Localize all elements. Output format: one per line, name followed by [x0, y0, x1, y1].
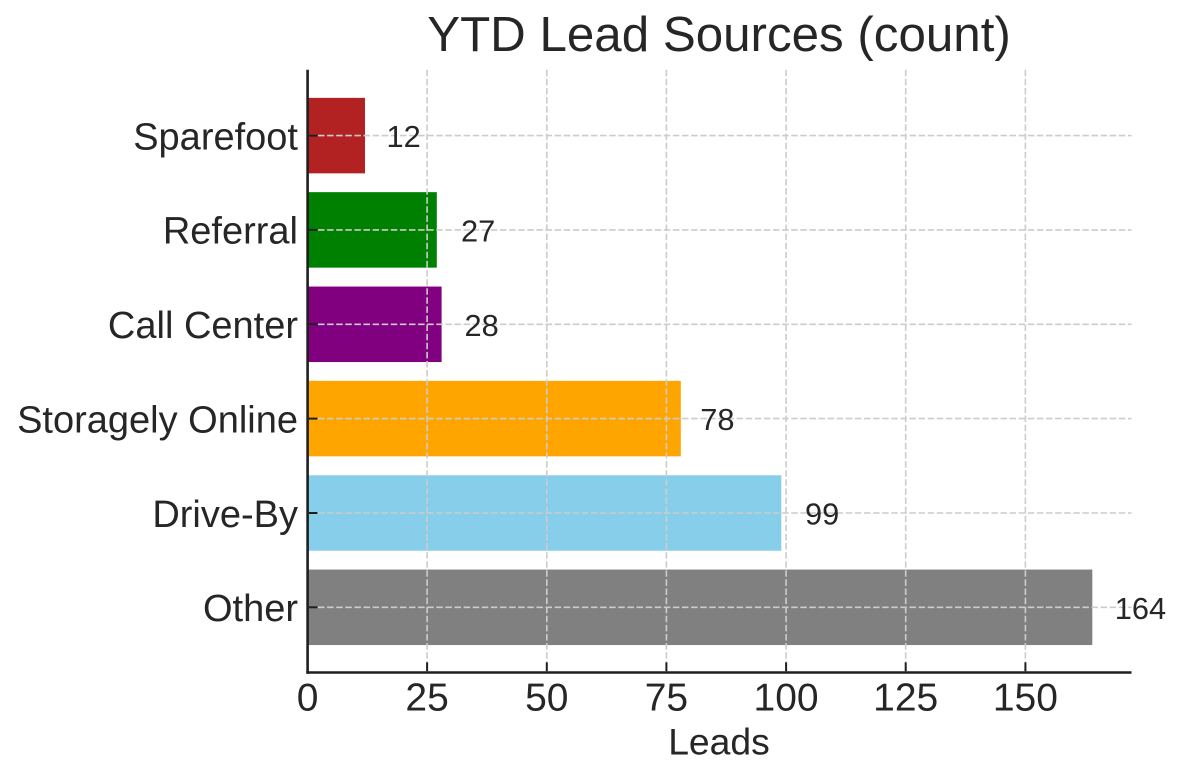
svg-text:Referral: Referral: [163, 211, 298, 253]
svg-text:100: 100: [754, 676, 819, 719]
svg-text:12: 12: [387, 119, 421, 154]
svg-text:0: 0: [297, 676, 319, 719]
svg-text:Call Center: Call Center: [108, 305, 298, 347]
svg-text:164: 164: [1115, 591, 1166, 626]
svg-text:27: 27: [461, 214, 495, 249]
svg-text:99: 99: [805, 497, 839, 532]
svg-text:Drive-By: Drive-By: [152, 494, 298, 536]
svg-text:Sparefoot: Sparefoot: [133, 116, 298, 158]
svg-text:75: 75: [645, 676, 688, 719]
svg-text:28: 28: [465, 308, 499, 343]
svg-text:50: 50: [525, 676, 568, 719]
svg-text:Leads: Leads: [668, 721, 770, 763]
svg-text:Storagely Online: Storagely Online: [17, 399, 298, 441]
svg-text:YTD Lead Sources (count): YTD Lead Sources (count): [427, 7, 1011, 62]
svg-text:125: 125: [873, 676, 938, 719]
svg-text:25: 25: [405, 676, 448, 719]
svg-text:Other: Other: [203, 588, 298, 630]
svg-text:78: 78: [700, 402, 734, 437]
svg-text:150: 150: [993, 676, 1058, 719]
